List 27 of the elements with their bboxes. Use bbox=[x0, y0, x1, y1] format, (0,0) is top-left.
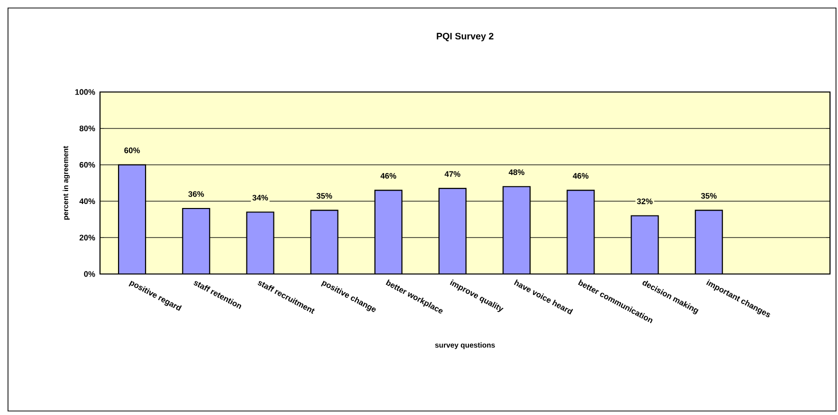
y-tick-label: 60% bbox=[80, 162, 96, 168]
y-tick-label: 20% bbox=[80, 234, 96, 240]
data-label: 35% bbox=[701, 193, 717, 199]
data-label: 32% bbox=[636, 198, 653, 204]
data-label: 46% bbox=[572, 173, 588, 179]
bar bbox=[182, 208, 210, 274]
bar bbox=[374, 190, 402, 274]
data-label: 47% bbox=[444, 171, 460, 177]
bar bbox=[566, 190, 595, 274]
bar bbox=[310, 210, 338, 274]
data-label: 34% bbox=[252, 194, 268, 201]
bar bbox=[438, 188, 467, 274]
bar bbox=[630, 215, 659, 274]
bar bbox=[118, 164, 146, 274]
bar bbox=[502, 186, 531, 274]
data-label: 35% bbox=[316, 193, 332, 199]
y-tick-label: 0% bbox=[84, 271, 96, 277]
bar bbox=[694, 210, 723, 274]
y-tick-label: 40% bbox=[79, 198, 96, 204]
y-tick-label: 100% bbox=[75, 89, 96, 95]
bar bbox=[246, 212, 274, 274]
y-tick-label: 80% bbox=[80, 126, 96, 132]
data-label: 48% bbox=[508, 169, 524, 176]
data-label: 60% bbox=[124, 148, 140, 154]
data-label: 46% bbox=[380, 173, 396, 179]
chart-title: PQI Survey 2 bbox=[436, 32, 494, 42]
data-label: 36% bbox=[188, 191, 204, 197]
